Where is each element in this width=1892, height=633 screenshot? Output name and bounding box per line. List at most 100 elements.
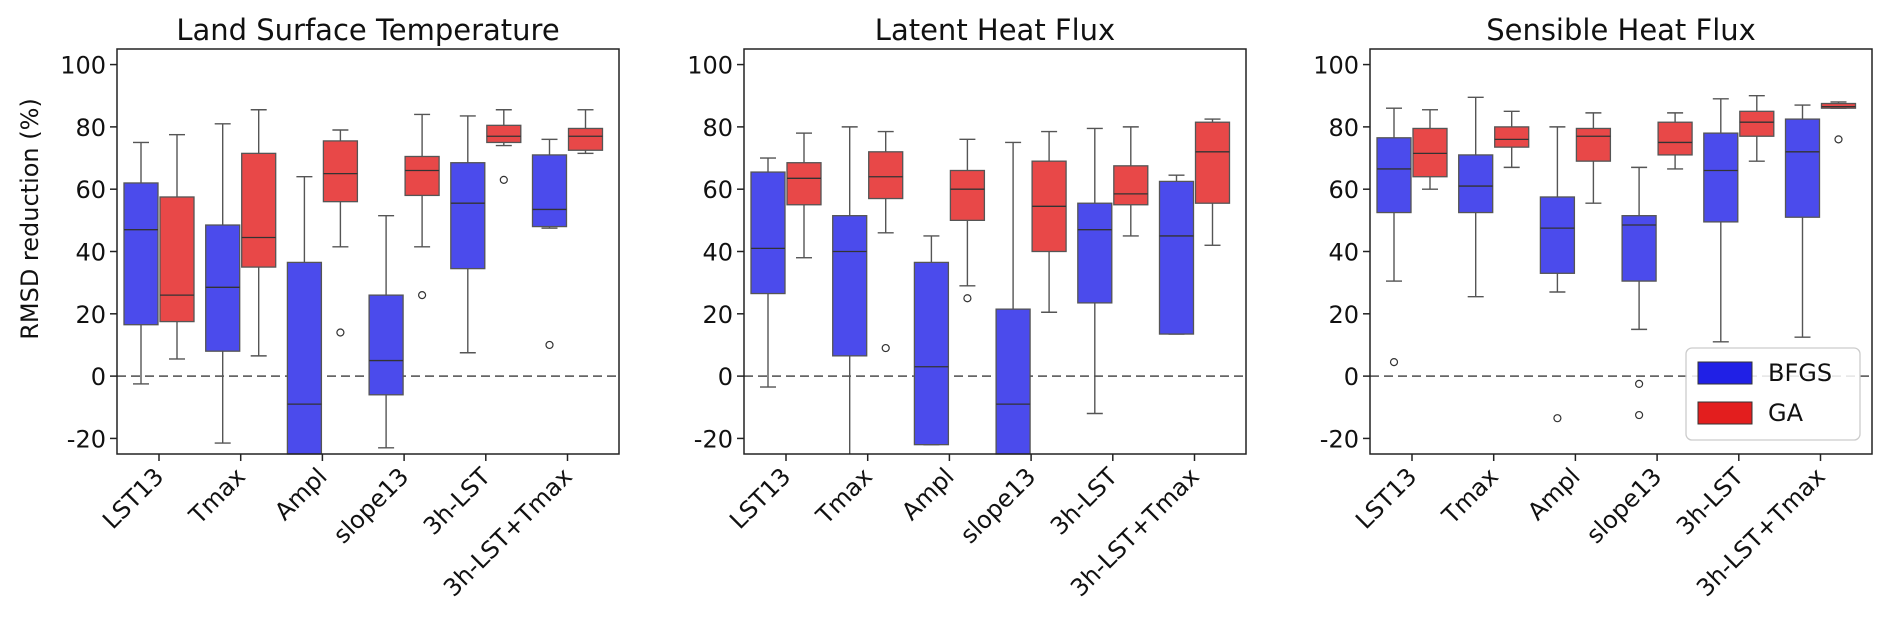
x-tick-label: Tmax	[183, 462, 251, 530]
box-bfgs-slope13	[995, 141, 1031, 455]
outlier-point	[881, 343, 890, 353]
box-bfgs-lst13	[750, 157, 786, 388]
box-bfgs-slope13	[1621, 166, 1657, 420]
y-tick-label: 80	[1328, 114, 1359, 142]
box-body	[404, 155, 440, 197]
x-tick-label: slope13	[955, 462, 1042, 549]
y-tick-label: 0	[718, 363, 733, 391]
legend-swatch-bfgs	[1697, 361, 1753, 385]
box-ga-3h-lst+tmax	[1194, 118, 1231, 246]
box-ga-3h-lst+tmax	[1820, 101, 1857, 144]
box-bfgs-3h-lst	[1077, 127, 1113, 415]
box-body	[1820, 102, 1857, 109]
outlier-point	[1389, 357, 1399, 367]
box-body	[750, 171, 786, 295]
y-tick-label: 80	[75, 114, 106, 142]
box-body	[368, 294, 404, 396]
box-ga-3h-lst	[1739, 95, 1775, 162]
box-body	[868, 151, 904, 200]
box-body	[241, 152, 277, 268]
panel-2: Latent Heat Flux -20 0 20 40 60 80 100 LST13 Tmax…	[687, 13, 1247, 602]
y-tick-label: 100	[1313, 52, 1359, 80]
outlier-point	[336, 328, 345, 337]
box-body	[1621, 215, 1657, 282]
y-tick-label: 60	[1328, 176, 1359, 204]
box-body	[1494, 126, 1530, 148]
y-tick-label: -20	[1320, 425, 1359, 453]
plot-frame	[743, 48, 1247, 455]
x-tick-label: LST13	[724, 462, 796, 534]
y-axis-label: RMSD reduction (%)	[16, 98, 44, 340]
legend-swatch-ga	[1697, 401, 1753, 425]
y-tick-label: 20	[75, 301, 106, 329]
y-tick-label: 40	[1328, 239, 1359, 267]
legend: BFGS GA	[1685, 347, 1861, 441]
outlier-point	[963, 294, 972, 303]
box-ga-tmax	[241, 109, 277, 357]
x-tick-label: slope13	[328, 462, 415, 549]
legend-label-ga: GA	[1768, 399, 1804, 427]
box-bfgs-3h-lst	[450, 115, 486, 354]
box-bfgs-ampl	[1539, 126, 1576, 423]
box-bfgs-lst13	[123, 141, 159, 385]
box-ga-slope13	[1031, 130, 1067, 313]
y-tick-label: 0	[91, 363, 106, 391]
box-body	[1458, 154, 1494, 214]
box-body	[286, 261, 323, 455]
box-ga-tmax	[868, 130, 904, 353]
box-body	[1575, 127, 1612, 162]
box-body	[322, 140, 359, 203]
panel-title: Latent Heat Flux	[875, 13, 1115, 47]
box-ga-3h-lst	[1113, 126, 1149, 237]
box-body	[832, 215, 868, 357]
box-ga-ampl	[1575, 112, 1612, 204]
box-body	[995, 308, 1031, 455]
y-tick-label: 20	[702, 301, 733, 329]
box-body	[1657, 121, 1693, 156]
panel-title: Land Surface Temperature	[176, 13, 559, 47]
y-tick-label: 60	[75, 176, 106, 204]
x-tick-label: Tmax	[1436, 462, 1504, 530]
box-ga-lst13	[1412, 109, 1448, 190]
box-ga-lst13	[159, 133, 195, 360]
outlier-point	[545, 340, 554, 350]
box-bfgs-lst13	[1376, 107, 1412, 367]
outlier-point	[1553, 414, 1562, 423]
box-ga-3h-lst+tmax	[567, 109, 604, 155]
box-bfgs-ampl	[913, 235, 950, 446]
box-body	[1158, 180, 1195, 335]
box-bfgs-tmax	[1458, 96, 1494, 298]
legend-label-bfgs: BFGS	[1768, 359, 1832, 387]
box-body	[913, 261, 950, 446]
box-body	[949, 169, 986, 221]
outlier-point	[418, 291, 427, 300]
y-tick-label: 0	[1344, 363, 1359, 391]
panels: Land Surface Temperature -20 0 20 40 60 80 100 L…	[60, 13, 1873, 602]
box-bfgs-tmax	[205, 123, 241, 444]
x-tick-label: 3h-LST	[1671, 462, 1749, 540]
box-body	[1703, 132, 1739, 223]
x-tick-label: LST13	[97, 462, 169, 534]
outlier-point	[1634, 410, 1644, 420]
outlier-point	[499, 175, 508, 184]
panel-title: Sensible Heat Flux	[1486, 13, 1756, 47]
x-tick-label: 3h-LST	[1045, 462, 1123, 540]
box-bfgs-3h-lst+tmax	[531, 138, 568, 350]
y-tick-label: 20	[1328, 301, 1359, 329]
plot-frame	[116, 48, 620, 455]
y-tick-label: 40	[702, 239, 733, 267]
box-body	[1376, 137, 1412, 214]
box-bfgs-3h-lst+tmax	[1158, 174, 1195, 335]
box-body	[1194, 121, 1231, 204]
y-tick-label: -20	[67, 425, 106, 453]
x-tick-label: Ampl	[269, 462, 332, 525]
box-ga-slope13	[1657, 112, 1693, 170]
box-ga-3h-lst	[486, 109, 522, 184]
x-tick-label: 3h-LST	[418, 462, 496, 540]
box-body	[450, 162, 486, 270]
box-body	[1412, 127, 1448, 178]
x-tick-label: Tmax	[810, 462, 878, 530]
plot-frame	[1369, 48, 1873, 455]
box-bfgs-tmax	[832, 126, 868, 454]
